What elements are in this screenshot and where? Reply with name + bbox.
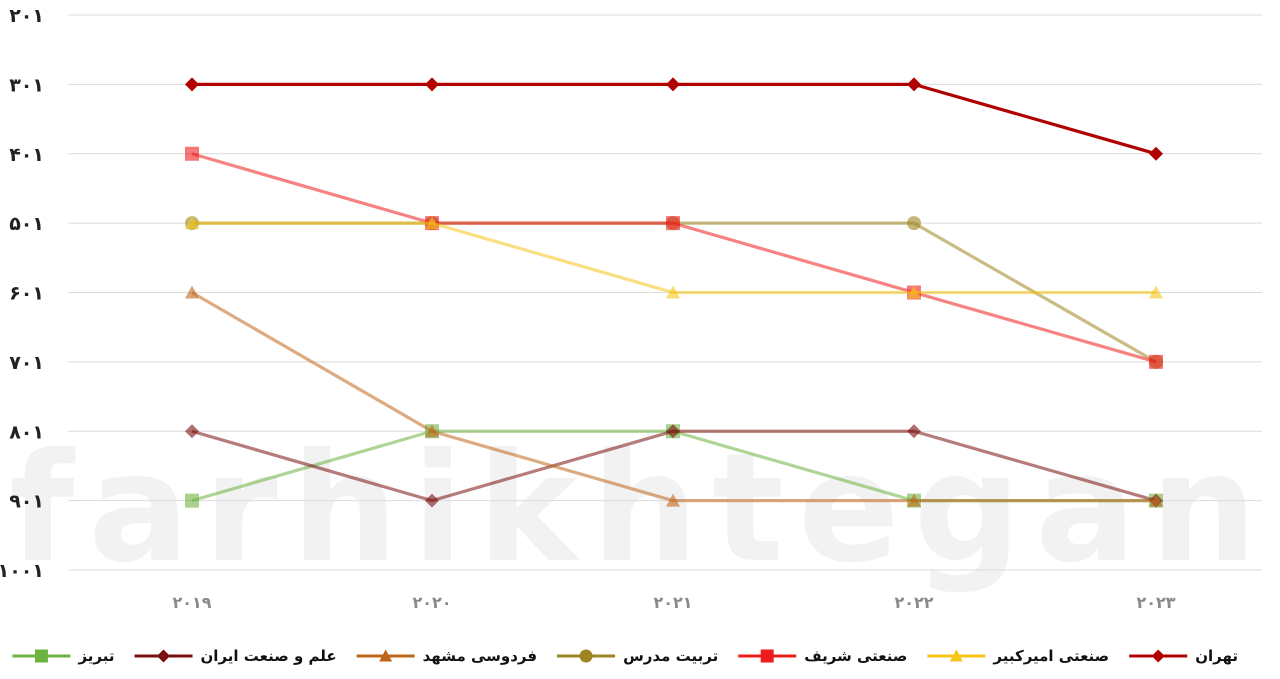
y-tick-label: ۹۰۱ <box>9 491 44 513</box>
data-point <box>907 493 921 507</box>
x-tick-label: ۲۰۲۱ <box>653 593 692 612</box>
data-point <box>1149 285 1163 299</box>
series-3 <box>185 146 1163 369</box>
data-point <box>185 424 199 439</box>
x-tick-label: ۲۰۲۲ <box>894 593 933 612</box>
data-point <box>666 424 680 439</box>
legend-marker <box>34 649 48 663</box>
series-2 <box>185 216 1163 299</box>
legend-item: صنعتی شریف <box>738 647 907 665</box>
y-tick-label: ۴۰۱ <box>9 144 44 166</box>
legend-marker <box>1151 649 1165 663</box>
series-line <box>192 221 1156 295</box>
data-point <box>185 285 199 299</box>
y-axis-ticks: ۲۰۱ ۳۰۱ ۴۰۱ ۵۰۱ ۶۰۱ ۷۰۱ ۸۰۱ ۹۰۱ ۱۰۰۱ <box>0 5 44 582</box>
data-point <box>666 77 680 92</box>
legend-marker <box>379 649 393 662</box>
legend-label: صنعتی امیرکبیر <box>992 647 1109 665</box>
data-point <box>666 493 680 507</box>
legend-marker <box>579 649 593 663</box>
data-point <box>185 216 199 230</box>
legend-label: صنعتی شریف <box>804 647 907 665</box>
legend: تهران صنعتی امیرکبیر صنعتی شریف تربیت مدرس ف… <box>12 647 1238 665</box>
data-point <box>425 424 439 438</box>
legend-item: تهران <box>1129 647 1238 665</box>
data-point <box>425 216 439 230</box>
legend-item: فردوسی مشهد <box>356 647 537 665</box>
data-point <box>907 424 921 439</box>
y-tick-label: ۵۰۱ <box>9 213 44 235</box>
data-point <box>185 77 199 92</box>
series-lines <box>185 77 1163 508</box>
data-point <box>907 285 921 299</box>
x-tick-label: ۲۰۱۹ <box>172 593 211 612</box>
legend-item: علم و صنعت ایران <box>134 647 337 665</box>
legend-label: فردوسی مشهد <box>423 647 537 665</box>
data-point <box>666 285 680 299</box>
x-tick-label: ۲۰۲۳ <box>1136 593 1175 612</box>
data-point <box>1149 146 1163 161</box>
data-point <box>666 216 680 231</box>
legend-item: تبریز <box>12 647 115 665</box>
y-tick-label: ۸۰۱ <box>9 421 44 443</box>
y-tick-label: ۳۰۱ <box>9 74 44 96</box>
data-point <box>1149 493 1163 507</box>
legend-item: تربیت مدرس <box>557 647 718 665</box>
watermark-text: farhikhtegan <box>9 422 1271 596</box>
data-point <box>907 77 921 92</box>
y-tick-label: ۱۰۰۱ <box>0 560 44 582</box>
legend-label: تربیت مدرس <box>623 647 718 665</box>
data-point <box>185 493 199 508</box>
y-tick-label: ۷۰۱ <box>9 352 44 374</box>
data-point <box>1149 354 1163 369</box>
series-5 <box>185 285 1163 507</box>
legend-label: تبریز <box>77 647 114 665</box>
y-tick-label: ۲۰۱ <box>9 5 44 27</box>
legend-marker <box>949 649 963 662</box>
data-point <box>425 493 439 508</box>
x-tick-label: ۲۰۲۰ <box>412 593 451 612</box>
legend-label: تهران <box>1195 647 1238 665</box>
legend-item: صنعتی امیرکبیر <box>927 647 1109 665</box>
y-tick-label: ۶۰۱ <box>9 283 44 305</box>
series-line <box>191 152 1157 364</box>
legend-marker <box>760 649 774 663</box>
x-axis-ticks: ۲۰۱۹ ۲۰۲۰ ۲۰۲۱ ۲۰۲۲ ۲۰۲۳ <box>172 593 1175 612</box>
data-point <box>907 216 921 231</box>
data-point <box>425 77 439 92</box>
legend-marker <box>157 649 170 663</box>
series-1 <box>185 77 1163 161</box>
data-point <box>185 146 199 161</box>
legend-label: علم و صنعت ایران <box>201 647 337 665</box>
series-line <box>192 82 1157 156</box>
